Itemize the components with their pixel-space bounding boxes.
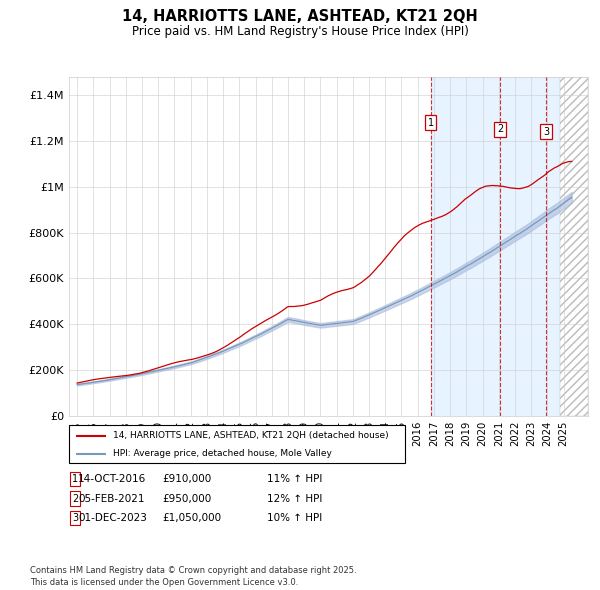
Text: Price paid vs. HM Land Registry's House Price Index (HPI): Price paid vs. HM Land Registry's House … xyxy=(131,25,469,38)
Text: £950,000: £950,000 xyxy=(162,494,211,503)
Text: 14-OCT-2016: 14-OCT-2016 xyxy=(78,474,146,484)
Text: £910,000: £910,000 xyxy=(162,474,211,484)
Text: 3: 3 xyxy=(72,513,78,523)
Text: 2: 2 xyxy=(497,124,503,135)
Bar xyxy=(560,77,588,416)
Text: 12% ↑ HPI: 12% ↑ HPI xyxy=(267,494,322,503)
Text: 10% ↑ HPI: 10% ↑ HPI xyxy=(267,513,322,523)
Text: 14, HARRIOTTS LANE, ASHTEAD, KT21 2QH (detached house): 14, HARRIOTTS LANE, ASHTEAD, KT21 2QH (d… xyxy=(113,431,388,440)
Text: 1: 1 xyxy=(72,474,78,484)
Bar xyxy=(431,77,560,416)
Text: HPI: Average price, detached house, Mole Valley: HPI: Average price, detached house, Mole… xyxy=(113,449,332,458)
Text: Contains HM Land Registry data © Crown copyright and database right 2025.
This d: Contains HM Land Registry data © Crown c… xyxy=(30,566,356,587)
Text: 14, HARRIOTTS LANE, ASHTEAD, KT21 2QH: 14, HARRIOTTS LANE, ASHTEAD, KT21 2QH xyxy=(122,9,478,24)
Text: 11% ↑ HPI: 11% ↑ HPI xyxy=(267,474,322,484)
Text: 3: 3 xyxy=(543,127,549,137)
Text: 2: 2 xyxy=(72,494,78,503)
Text: 1: 1 xyxy=(427,117,434,127)
Text: 01-DEC-2023: 01-DEC-2023 xyxy=(78,513,147,523)
Text: £1,050,000: £1,050,000 xyxy=(162,513,221,523)
Text: 05-FEB-2021: 05-FEB-2021 xyxy=(78,494,145,503)
